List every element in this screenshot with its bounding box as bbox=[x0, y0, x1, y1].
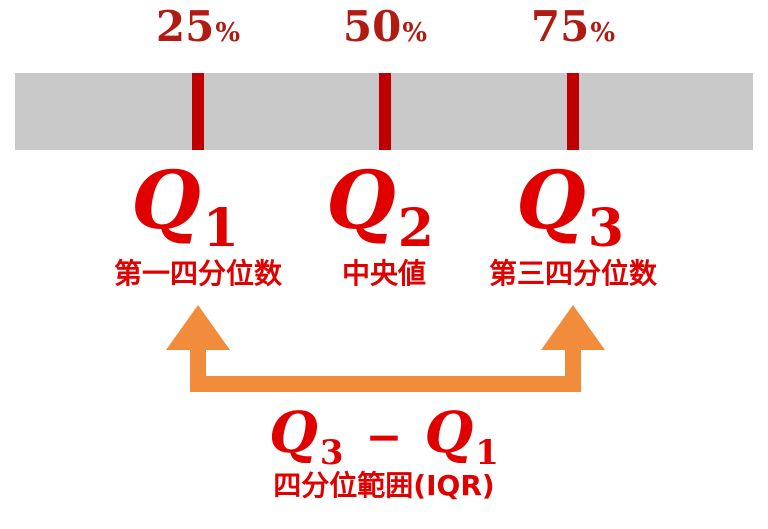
quartile-name-q1: 第一四分位数 bbox=[113, 257, 283, 290]
arrow-head-right bbox=[541, 305, 605, 350]
tick-q1 bbox=[192, 73, 204, 150]
quartile-symbol-q3: Q3 bbox=[516, 153, 624, 259]
iqr-label: 四分位範囲(IQR) bbox=[273, 469, 495, 502]
arrow-head-left bbox=[166, 305, 230, 350]
percent-label-50: 50% bbox=[342, 2, 428, 51]
iqr-formula: Q3− Q1 bbox=[269, 400, 499, 473]
quartile-symbol-q2: Q2 bbox=[326, 153, 434, 259]
tick-q2 bbox=[379, 73, 391, 150]
quartile-symbol-q1: Q1 bbox=[131, 153, 239, 259]
tick-q3 bbox=[567, 73, 579, 150]
percent-label-25: 25% bbox=[155, 2, 241, 51]
quartile-name-q2: 中央値 bbox=[341, 257, 427, 290]
percent-label-75: 75% bbox=[530, 2, 616, 51]
quartile-name-q3: 第三四分位数 bbox=[488, 257, 658, 290]
bracket-line bbox=[190, 346, 581, 392]
